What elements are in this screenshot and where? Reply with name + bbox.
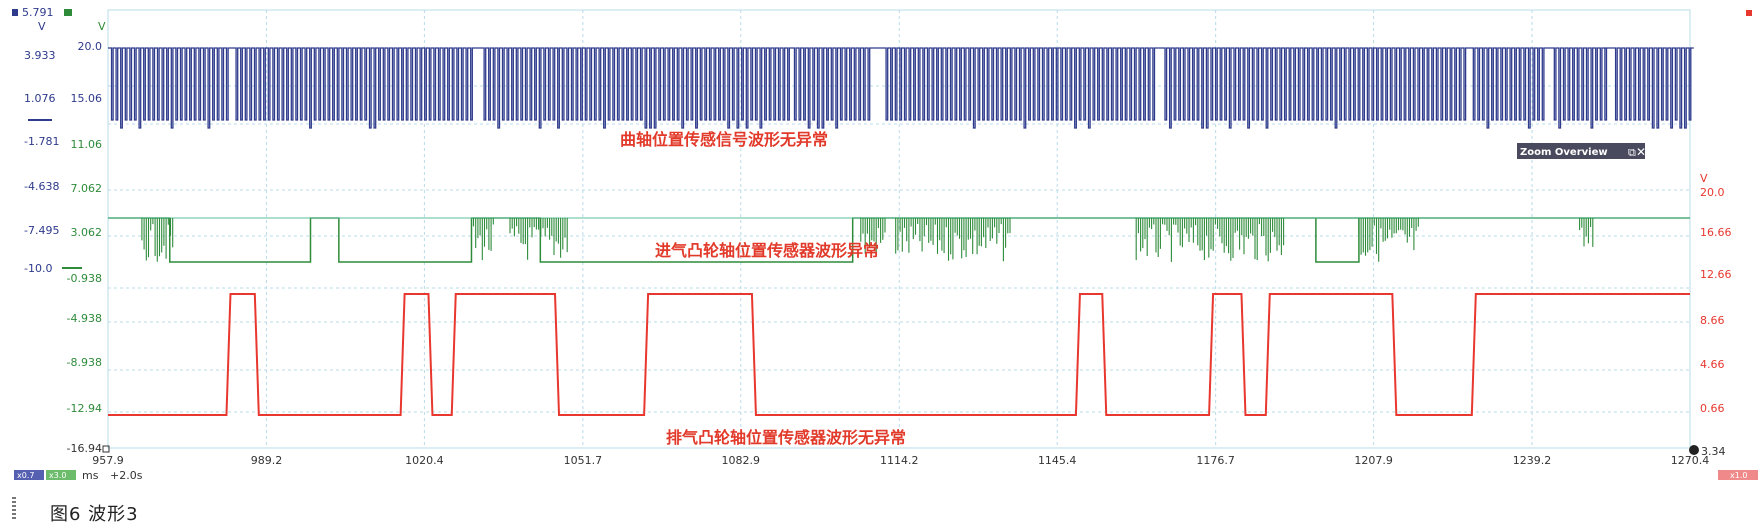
left-axis-2-tick: -12.94 [67,402,102,415]
left-axis-2-tick: 20.0 [78,40,103,53]
left-axis-1-tick: 1.076 [24,92,56,105]
caption-marker [12,497,16,521]
intake-cam-noise [1579,218,1594,247]
x-tick-label: 1145.4 [1038,454,1077,467]
right-axis-tick: 8.66 [1700,314,1725,327]
grid [107,9,1691,449]
x-tick-label: 1270.4 [1671,454,1710,467]
exhaust-cam-trace [108,293,1690,416]
right-axis-bottom-value: 3.34 [1701,445,1726,458]
right-axis-tick: 0.66 [1700,402,1725,415]
x-tick-label: 1020.4 [405,454,444,467]
figure-caption: 图6 波形3 [50,504,139,525]
origin-marker [102,445,110,453]
x-tick-label: 957.9 [92,454,124,467]
left-axis-2-tick: 3.062 [71,226,103,239]
right-axis-tick: 4.66 [1700,358,1725,371]
traces [108,47,1694,416]
intake-cam-noise [141,218,174,262]
left-axis-2-unit: V [98,20,106,33]
right-axis-unit: V [1700,172,1708,185]
crank-signal-trace [108,47,1694,129]
left-axis-1-tick: -4.638 [24,180,59,193]
x-tick-label: 989.2 [251,454,283,467]
intake-cam-noise [1135,218,1285,262]
x-tick-label: 1051.7 [564,454,603,467]
intake-cam-noise [978,218,1011,262]
ch2-footer-label: x3.0 [49,471,66,480]
left-axis-2-tick: -8.938 [67,356,102,369]
left-axis-2-tick: 15.06 [71,92,103,105]
intake-cam-noise [1358,218,1419,262]
x-tick-label: 1239.2 [1513,454,1552,467]
intake-cam-noise [860,218,886,257]
left-axis-1-unit: V [38,20,46,33]
ch2-footer-badge [46,470,76,480]
x-tick-label: 1176.7 [1196,454,1235,467]
right-axis-tick: 16.66 [1700,226,1732,239]
axes: 957.9 989.2 1020.4 1051.7 1082.9 1114.2 1145.4… [12,6,1758,482]
popout-icon[interactable]: ⧉ [1628,146,1636,159]
intake-cam-noise [472,218,494,261]
left-axis-2-tick: -16.94 [67,442,102,455]
left-axis-1-tick: -7.495 [24,224,59,237]
ch2-marker [64,9,72,16]
left-axis-1-tick: 3.933 [24,49,56,62]
time-offset-label: +2.0s [110,469,143,482]
zoom-overview-panel[interactable] [1517,143,1645,159]
chart-svg: 957.9 989.2 1020.4 1051.7 1082.9 1114.2 1145.4… [12,6,1758,482]
zoom-overview-title: Zoom Overview [1520,147,1608,158]
ch3-marker [1746,10,1752,16]
ui-widgets: Zoom Overview ⧉ ✕ [1517,143,1646,159]
x-tick-label: 1082.9 [722,454,761,467]
series-annotation: 曲轴位置传感信号波形无异常 [620,130,828,149]
ch1-marker [12,9,18,16]
intake-cam-noise [895,218,978,261]
left-axis-2-tick: -4.938 [67,312,102,325]
right-axis-tick: 12.66 [1700,268,1732,281]
series-annotation: 排气凸轮轴位置传感器波形无异常 [666,428,906,447]
left-axis-2-tick: 7.062 [71,182,103,195]
ch1-footer-badge [14,470,44,480]
series-annotation: 进气凸轮轴位置传感器波形异常 [655,241,879,260]
labels: 曲轴位置传感信号波形无异常进气凸轮轴位置传感器波形异常排气凸轮轴位置传感器波形无… [620,130,906,447]
right-bottom-marker [1689,445,1699,455]
intake-cam-noise [509,218,568,260]
ch3-footer-badge [1718,470,1758,480]
x-unit-label: ms [82,469,99,482]
left-axis-1-tick: -10.0 [24,262,52,275]
close-icon[interactable]: ✕ [1636,145,1646,159]
ch3-footer-label: x1.0 [1730,471,1747,480]
left-axis-2-tick: 11.06 [71,138,103,151]
ch1-footer-label: x0.7 [17,471,34,480]
left-axis-1-tick: -1.781 [24,135,59,148]
left-axis-2-tick: -0.938 [67,272,102,285]
x-tick-label: 1114.2 [880,454,919,467]
x-tick-label: 1207.9 [1354,454,1393,467]
right-axis-tick: 20.0 [1700,186,1725,199]
left-axis-1-tick: 5.791 [22,6,54,19]
